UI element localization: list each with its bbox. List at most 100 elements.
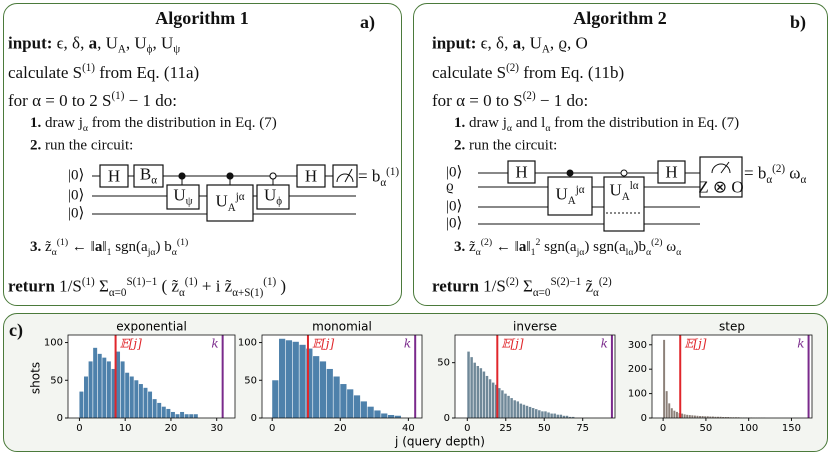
text-part: run the circuit: bbox=[465, 137, 558, 154]
bar bbox=[544, 411, 547, 418]
bar bbox=[279, 338, 286, 418]
bar bbox=[696, 415, 699, 418]
bar bbox=[116, 351, 121, 418]
text-part: 2. bbox=[30, 137, 42, 154]
bar bbox=[360, 401, 367, 418]
text-part: α bbox=[475, 247, 481, 259]
text-part: α bbox=[676, 247, 682, 259]
bar bbox=[668, 403, 671, 418]
x-tick-label: 100 bbox=[739, 423, 758, 434]
text-part: from Eq. (11a) bbox=[95, 62, 200, 82]
text-part: α bbox=[171, 247, 177, 259]
bar bbox=[102, 357, 107, 418]
text-part: B bbox=[139, 164, 152, 184]
mean-line-label: 𝔼[j] bbox=[120, 337, 143, 351]
bar bbox=[724, 417, 727, 418]
bar bbox=[175, 414, 180, 418]
text-part: (1) bbox=[111, 90, 125, 103]
bar bbox=[683, 414, 686, 418]
text-part: α=0 bbox=[108, 287, 127, 299]
algorithm-line: 3. z̃α(1) ← ‖a‖1 sgn(ajα) bα(1) bbox=[30, 238, 188, 258]
qubit-label: |0⟩ bbox=[68, 187, 85, 204]
x-tick-label: 0 bbox=[76, 423, 82, 434]
bar bbox=[333, 376, 340, 418]
qubit-label: |0⟩ bbox=[68, 205, 85, 222]
bar bbox=[353, 395, 361, 418]
text-part: S(1)−1 bbox=[126, 275, 158, 288]
text-part: ) sgn(a bbox=[584, 239, 626, 256]
bar bbox=[714, 416, 717, 418]
text-part: A bbox=[621, 191, 630, 203]
text-part: (1) bbox=[176, 237, 189, 249]
bar bbox=[513, 400, 516, 418]
text-part: (1) bbox=[82, 62, 95, 75]
text-part: ω bbox=[662, 239, 677, 256]
bar bbox=[571, 416, 575, 418]
gate-label: Bα bbox=[140, 165, 157, 186]
text-part: )b bbox=[633, 239, 647, 256]
bar bbox=[387, 414, 395, 418]
control-dot bbox=[269, 172, 277, 180]
bar bbox=[184, 414, 189, 418]
text-part: ‖ bbox=[102, 239, 107, 256]
gate bbox=[166, 184, 200, 210]
panel-label: a) bbox=[360, 12, 375, 32]
text-part: draw j bbox=[41, 115, 83, 132]
text-part: sgn(a bbox=[111, 239, 148, 256]
plot-frame bbox=[67, 334, 236, 419]
text-part: (1) bbox=[386, 165, 400, 178]
text-part: U bbox=[263, 185, 277, 205]
bar bbox=[170, 411, 175, 418]
text-part: ω bbox=[785, 163, 801, 183]
algorithm-line: 1. draw jα and lα from the distribution … bbox=[454, 116, 739, 134]
y-tick-label: 0 bbox=[641, 413, 647, 424]
plot-frame bbox=[651, 334, 813, 419]
bar bbox=[381, 413, 388, 418]
bar bbox=[193, 414, 198, 418]
text-part: jα bbox=[235, 190, 245, 203]
gate bbox=[657, 160, 686, 184]
bar bbox=[134, 380, 139, 418]
plot-frame bbox=[454, 334, 616, 419]
bar bbox=[719, 416, 722, 418]
bar bbox=[485, 375, 489, 418]
control-dot bbox=[226, 172, 234, 180]
algorithm-line: 1. draw jα from the distribution in Eq. … bbox=[30, 116, 277, 134]
bar bbox=[488, 379, 492, 418]
bar bbox=[148, 391, 153, 418]
text-part: ) bbox=[276, 276, 287, 296]
x-tick-label: 0 bbox=[660, 423, 666, 434]
x-tick-label: 0 bbox=[464, 423, 470, 434]
x-tick-label: 30 bbox=[210, 423, 223, 434]
text-part: (2) bbox=[505, 275, 519, 288]
text-part: α bbox=[646, 247, 652, 259]
y-tick-label: 100 bbox=[238, 338, 257, 349]
bar bbox=[120, 361, 125, 418]
text-part: input: bbox=[8, 33, 53, 53]
panel-label: b) bbox=[790, 12, 807, 32]
bar bbox=[541, 411, 544, 418]
bar bbox=[93, 347, 98, 418]
bar bbox=[553, 413, 556, 418]
gate-label: H bbox=[665, 164, 677, 181]
bar bbox=[681, 413, 684, 418]
text-part: + i z̃ bbox=[197, 276, 233, 296]
bar bbox=[367, 406, 374, 418]
gate-label: Uϕ bbox=[264, 186, 282, 207]
text-part: α bbox=[151, 174, 158, 187]
bar bbox=[704, 416, 707, 418]
meter-needle bbox=[720, 161, 730, 174]
y-tick-label: 0 bbox=[251, 413, 257, 424]
text-part: a bbox=[518, 239, 527, 256]
bar bbox=[313, 356, 320, 418]
algorithm-2-box bbox=[413, 3, 828, 306]
text-part: lα bbox=[625, 247, 634, 259]
text-part: 1 bbox=[530, 247, 536, 259]
bar bbox=[152, 399, 157, 418]
control-dot bbox=[566, 169, 574, 177]
chart-title: exponential bbox=[116, 320, 187, 334]
algorithm-title: Algorithm 1 bbox=[155, 8, 249, 28]
chart-title: inverse bbox=[513, 320, 557, 334]
bar bbox=[538, 410, 541, 418]
gate bbox=[547, 176, 593, 216]
